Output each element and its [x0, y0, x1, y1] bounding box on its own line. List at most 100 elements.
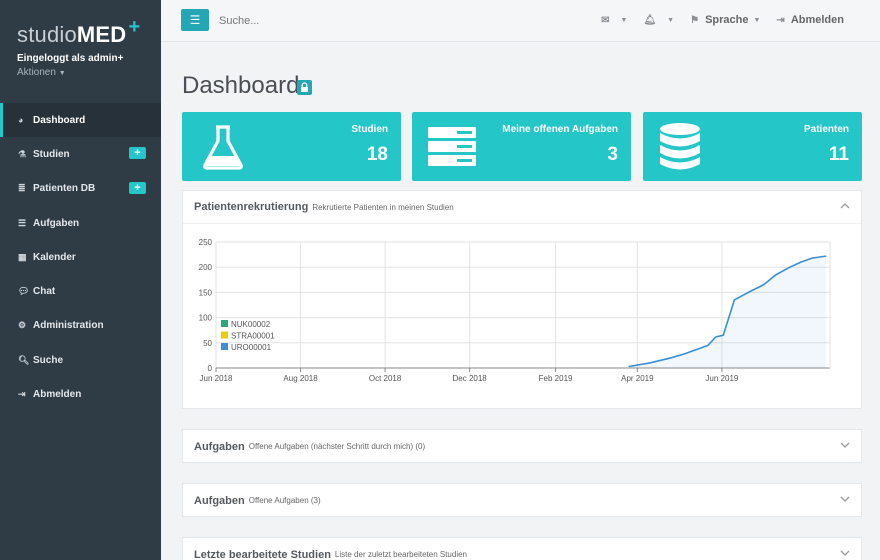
database-icon [660, 123, 700, 170]
menu-toggle-button[interactable]: ☰ [181, 9, 209, 31]
search-icon: 🔍︎ [18, 354, 30, 365]
server-icon [428, 127, 476, 166]
brand-studio: studio [17, 22, 77, 47]
brand-med: MED [76, 22, 127, 47]
sidebar-item-label: Aufgaben [33, 217, 80, 229]
data-point [825, 255, 827, 257]
panel-title: Aufgaben [194, 494, 245, 507]
caret-down-icon: ▼ [620, 16, 628, 24]
menu-icon: ☰ [189, 13, 201, 27]
x-tick-label: Jun 2018 [200, 374, 233, 383]
x-tick-label: Apr 2019 [621, 374, 654, 383]
sidebar-item-label: Suche [33, 354, 64, 366]
logged-in-label: Eingeloggt als admin+ [17, 53, 124, 64]
legend-swatch [221, 343, 228, 350]
recent-studies-panel: Letzte bearbeitete Studien Liste der zul… [182, 537, 862, 560]
sidebar-item-kalender[interactable]: ▦ Kalender [0, 240, 161, 274]
sidebar-item-chat[interactable]: 💬︎ Chat [0, 274, 161, 308]
y-tick-label: 150 [199, 288, 213, 297]
actions-dropdown[interactable]: Aktionen ▼ [17, 67, 66, 78]
card-value: 18 [366, 144, 388, 165]
card-value: 11 [828, 144, 849, 165]
logout-icon: ⇥ [776, 14, 785, 26]
y-tick-label: 50 [203, 339, 212, 348]
data-point [715, 336, 717, 338]
legend-label: NUK00002 [231, 320, 271, 329]
data-point [697, 348, 699, 350]
sidebar-item-aufgaben[interactable]: ☰ Aufgaben [0, 206, 161, 240]
language-label: Sprache [705, 14, 749, 26]
data-point [762, 284, 765, 286]
recruitment-chart: 0 50 100 150 200 250 Jun 2018 Aug 2018 Oct 2018 D… [199, 238, 831, 383]
sidebar-item-label: Patienten DB [33, 183, 96, 195]
chevron-down-icon[interactable] [840, 440, 850, 450]
legend-swatch [221, 320, 228, 327]
data-point [733, 299, 735, 301]
x-tick-label: Feb 2019 [539, 374, 573, 383]
flask-icon [203, 125, 243, 170]
logout-label: Abmelden [790, 14, 844, 26]
tasks-open-panel: Aufgaben Offene Aufgaben (3) [182, 483, 862, 517]
brand-plus-icon: + [128, 16, 141, 38]
brand-logo[interactable]: studioMED + [17, 16, 140, 48]
patients-card[interactable]: Patienten 11 [643, 112, 862, 181]
calendar-icon: ▦ [18, 251, 27, 262]
data-point [683, 353, 686, 355]
envelope-icon: ✉ [601, 14, 610, 26]
sidebar-item-label: Dashboard [33, 114, 86, 126]
x-tick-label: Oct 2018 [369, 374, 402, 383]
database-icon: ≣ [18, 183, 26, 194]
panel-subtitle: Offene Aufgaben (3) [248, 496, 321, 505]
sidebar-item-abmelden[interactable]: ⇥ Abmelden [0, 377, 161, 411]
caret-down-icon: ▼ [753, 16, 761, 24]
lock-icon[interactable] [297, 80, 312, 95]
sidebar-item-label: Abmelden [33, 389, 82, 401]
language-dropdown[interactable]: ⚑ Sprache ▼ [690, 14, 760, 26]
logout-link[interactable]: ⇥ Abmelden [776, 14, 844, 26]
panel-title: Aufgaben [194, 440, 245, 453]
chevron-down-icon[interactable] [840, 494, 850, 504]
chevron-up-icon[interactable] [840, 201, 850, 211]
flag-icon: ⚑ [690, 14, 700, 26]
bell-icon: 🔔︎ [643, 14, 657, 26]
panel-title: Letzte bearbeitete Studien [194, 548, 331, 560]
sidebar-item-label: Kalender [33, 251, 76, 263]
topbar: ☰ ✉▼ 🔔︎▼ ⚑Sprache▼ ⇥Abmelden [161, 0, 880, 42]
y-tick-label: 200 [199, 263, 213, 272]
add-badge[interactable]: + [129, 147, 146, 160]
panel-subtitle: Offene Aufgaben (nächster Schritt durch … [248, 442, 426, 451]
chat-icon: 💬︎ [18, 286, 30, 297]
sidebar-item-administration[interactable]: ⚙ Administration [0, 309, 161, 343]
sidebar-nav: ◕ Dashboard ⚗ Studien + ≣ Patienten DB + ☰ Aufgab… [0, 103, 161, 412]
studies-card[interactable]: Studien 18 [182, 112, 401, 181]
notifications-dropdown[interactable]: 🔔︎ ▼ [643, 15, 674, 26]
sidebar-item-label: Chat [33, 286, 56, 298]
add-badge[interactable]: + [129, 181, 146, 194]
data-point [714, 337, 716, 339]
caret-down-icon: ▼ [58, 70, 66, 77]
panel-header[interactable]: Patientenrekrutierung Rekrutierte Patien… [183, 191, 861, 224]
panel-header[interactable]: Aufgaben Offene Aufgaben (nächster Schri… [183, 430, 861, 463]
sidebar-item-patienten-db[interactable]: ≣ Patienten DB + [0, 172, 161, 206]
panel-header[interactable]: Letzte bearbeitete Studien Liste der zul… [183, 538, 861, 560]
data-point [789, 266, 791, 268]
panel-header[interactable]: Aufgaben Offene Aufgaben (3) [183, 484, 861, 517]
messages-dropdown[interactable]: ✉ ▼ [601, 15, 627, 26]
legend-label: STRA00001 [231, 332, 275, 341]
search-input[interactable] [219, 12, 379, 30]
tasks-icon: ☰ [18, 217, 27, 228]
data-point [800, 261, 802, 263]
chevron-down-icon[interactable] [840, 548, 850, 558]
tasks-mine-panel: Aufgaben Offene Aufgaben (nächster Schri… [182, 429, 862, 463]
panel-subtitle: Rekrutierte Patienten in meinen Studien [312, 202, 454, 212]
data-point [707, 344, 709, 346]
x-tick-label: Aug 2018 [283, 374, 318, 383]
card-label: Studien [351, 124, 388, 135]
sidebar-item-dashboard[interactable]: ◕ Dashboard [0, 103, 161, 138]
logout-icon: ⇥ [18, 389, 26, 400]
sidebar-item-studien[interactable]: ⚗ Studien + [0, 137, 161, 171]
open-tasks-card[interactable]: Meine offenen Aufgaben 3 [412, 112, 631, 181]
series-area [629, 256, 826, 368]
x-tick-label: Jun 2019 [705, 374, 738, 383]
sidebar-item-suche[interactable]: 🔍︎ Suche [0, 343, 161, 377]
